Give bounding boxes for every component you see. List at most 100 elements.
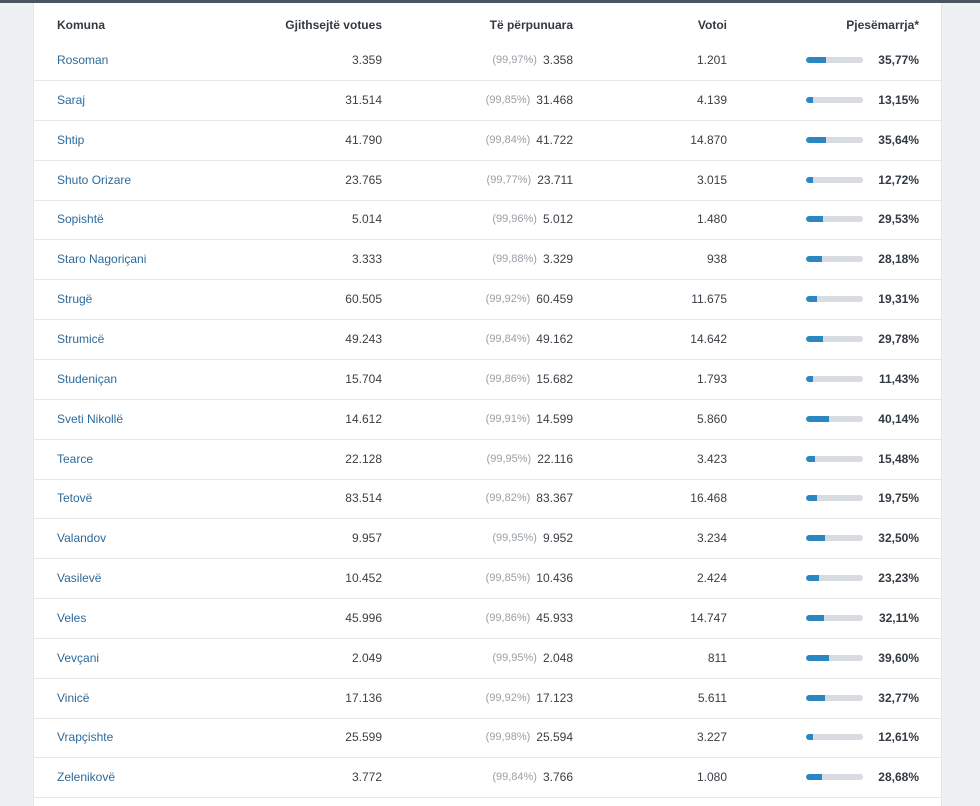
municipality-link[interactable]: Sopishtë — [57, 199, 104, 239]
municipality-link[interactable]: Tetovë — [57, 478, 92, 518]
votes-value: 5.860 — [697, 399, 727, 439]
processed-percent: (99,86%) — [486, 373, 531, 385]
processed-value: 2.048 — [543, 651, 573, 665]
total-voters-value: 14.612 — [345, 399, 382, 439]
votes-value: 14.747 — [690, 598, 727, 638]
participation-bar — [806, 518, 863, 558]
table-row: Rosoman 3.359 (99,97%) 3.358 1.201 35,77% — [34, 40, 941, 81]
participation-bar-track — [806, 137, 863, 143]
votes-value: 3.234 — [697, 518, 727, 558]
votes-value: 3.015 — [697, 160, 727, 200]
participation-value: 12,72% — [878, 160, 919, 200]
processed-percent: (99,86%) — [486, 612, 531, 624]
municipality-link[interactable]: Sveti Nikollë — [57, 399, 123, 439]
processed-value: 41.722 — [536, 133, 573, 147]
processed-cell: (99,77%) 23.711 — [487, 160, 573, 200]
municipality-link[interactable]: Vevçani — [57, 638, 99, 678]
participation-bar-fill — [806, 535, 825, 541]
votes-value: 14.870 — [690, 120, 727, 160]
municipality-link[interactable]: Rosoman — [57, 40, 108, 80]
participation-bar — [806, 120, 863, 160]
participation-bar-fill — [806, 495, 817, 501]
processed-value: 14.599 — [536, 412, 573, 426]
total-voters-value: 83.514 — [345, 478, 382, 518]
table-row: Veles 45.996 (99,86%) 45.933 14.747 32,11% — [34, 598, 941, 639]
participation-bar-fill — [806, 695, 825, 701]
processed-percent: (99,95%) — [492, 652, 537, 664]
participation-bar-fill — [806, 456, 815, 462]
processed-percent: (99,98%) — [486, 731, 531, 743]
table-row: Saraj 31.514 (99,85%) 31.468 4.139 13,15% — [34, 80, 941, 121]
participation-value: 11,43% — [879, 359, 919, 399]
participation-bar — [806, 239, 863, 279]
participation-bar-track — [806, 97, 863, 103]
processed-percent: (99,82%) — [486, 492, 531, 504]
municipality-link[interactable]: Veles — [57, 598, 86, 638]
votes-value: 3.227 — [697, 717, 727, 757]
municipality-link[interactable]: Strumicë — [57, 319, 104, 359]
municipality-link[interactable]: Tearce — [57, 439, 93, 479]
total-voters-value: 45.996 — [345, 598, 382, 638]
total-voters-value: 3.772 — [352, 757, 382, 797]
participation-bar — [806, 598, 863, 638]
participation-bar-fill — [806, 137, 826, 143]
processed-value: 49.162 — [536, 332, 573, 346]
participation-bar-track — [806, 695, 863, 701]
participation-value: 28,18% — [878, 239, 919, 279]
participation-bar-track — [806, 376, 863, 382]
processed-percent: (99,97%) — [492, 54, 537, 66]
participation-bar-track — [806, 256, 863, 262]
table-row: Vinicë 17.136 (99,92%) 17.123 5.611 32,77% — [34, 678, 941, 719]
municipality-link[interactable]: Shuto Orizare — [57, 160, 131, 200]
votes-value: 11.675 — [691, 279, 727, 319]
participation-value: 13,15% — [878, 80, 919, 120]
total-voters-value: 9.957 — [352, 518, 382, 558]
participation-bar-track — [806, 416, 863, 422]
votes-value: 14.642 — [690, 319, 727, 359]
participation-value: 29,78% — [878, 319, 919, 359]
processed-percent: (99,91%) — [486, 413, 531, 425]
participation-bar-track — [806, 456, 863, 462]
participation-value: 32,11% — [879, 598, 919, 638]
municipality-link[interactable]: Vasilevë — [57, 558, 101, 598]
participation-value: 40,14% — [878, 399, 919, 439]
processed-percent: (99,85%) — [486, 572, 531, 584]
municipality-link[interactable]: Saraj — [57, 80, 85, 120]
table-row: Studeniçan 15.704 (99,86%) 15.682 1.793 11,43… — [34, 359, 941, 400]
participation-bar-track — [806, 575, 863, 581]
processed-cell: (99,82%) 83.367 — [486, 478, 573, 518]
table-row: Strumicë 49.243 (99,84%) 49.162 14.642 29,78% — [34, 319, 941, 360]
municipality-link[interactable]: Shtip — [57, 120, 84, 160]
processed-value: 5.012 — [543, 212, 573, 226]
votes-value: 1.480 — [697, 199, 727, 239]
participation-bar-fill — [806, 296, 817, 302]
participation-value: 12,61% — [878, 717, 919, 757]
total-voters-value: 3.333 — [352, 239, 382, 279]
municipality-link[interactable]: Staro Nagoriçani — [57, 239, 146, 279]
municipality-link[interactable]: Zelenikovë — [57, 757, 115, 797]
participation-value: 19,75% — [878, 478, 919, 518]
municipality-link[interactable]: Studeniçan — [57, 359, 117, 399]
municipality-link[interactable]: Vinicë — [57, 678, 89, 718]
processed-cell: (99,98%) 25.594 — [486, 717, 573, 757]
participation-bar-fill — [806, 376, 813, 382]
table-row: Vrapçishte 25.599 (99,98%) 25.594 3.227 12,61… — [34, 717, 941, 758]
votes-value: 2.424 — [697, 558, 727, 598]
processed-percent: (99,84%) — [492, 771, 537, 783]
participation-bar-track — [806, 336, 863, 342]
total-voters-value: 60.505 — [345, 279, 382, 319]
processed-cell: (99,95%) 9.952 — [492, 518, 573, 558]
table-row: Shtip 41.790 (99,84%) 41.722 14.870 35,64% — [34, 120, 941, 161]
processed-value: 3.766 — [543, 770, 573, 784]
participation-value: 28,68% — [878, 757, 919, 797]
votes-value: 938 — [707, 239, 727, 279]
votes-value: 4.139 — [697, 80, 727, 120]
processed-value: 3.358 — [543, 53, 573, 67]
participation-bar-track — [806, 615, 863, 621]
municipality-link[interactable]: Valandov — [57, 518, 106, 558]
municipality-link[interactable]: Strugë — [57, 279, 92, 319]
participation-bar — [806, 359, 863, 399]
municipality-link[interactable]: Vrapçishte — [57, 717, 113, 757]
participation-bar-track — [806, 296, 863, 302]
processed-percent: (99,88%) — [492, 253, 537, 265]
